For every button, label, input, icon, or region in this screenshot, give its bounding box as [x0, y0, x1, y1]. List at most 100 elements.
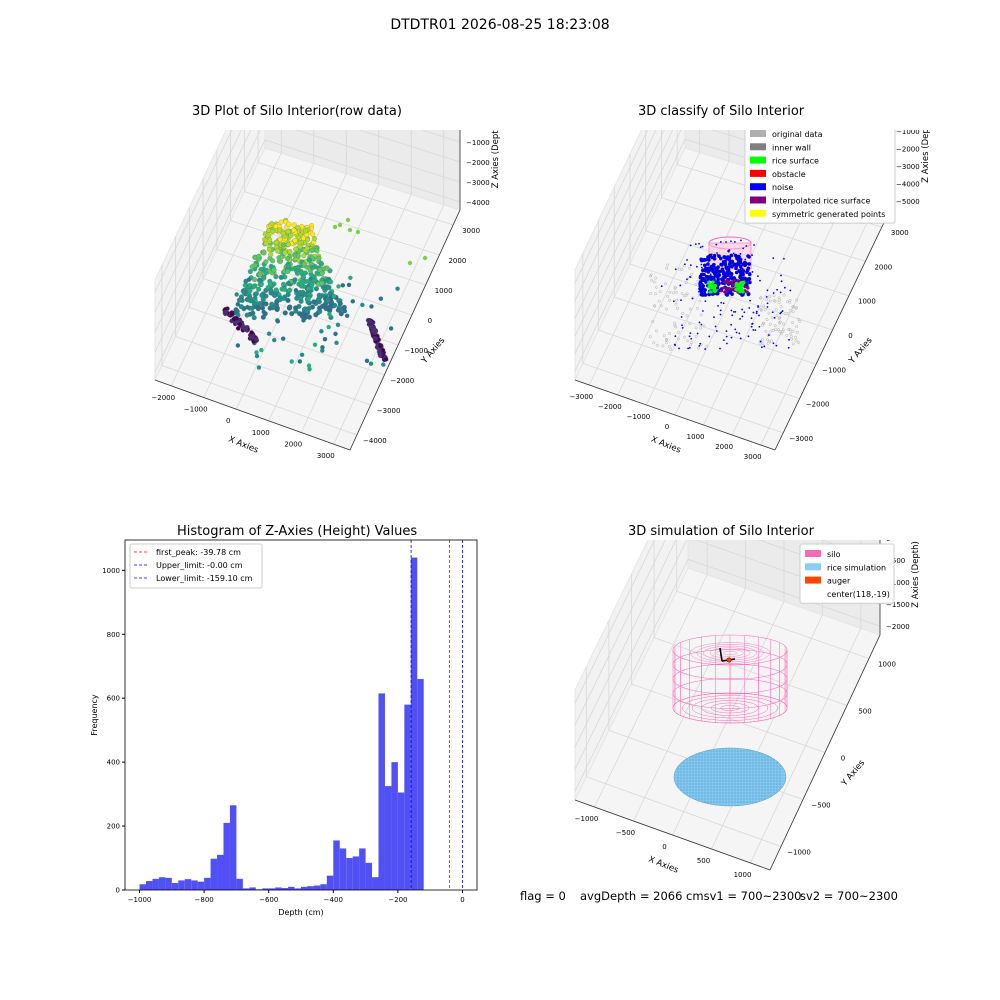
plot1-point: [295, 225, 301, 231]
plot1-point: [378, 296, 384, 301]
plot2-zgrid: [574, 130, 891, 301]
plot1-ytick-label: 1000: [435, 287, 453, 295]
plot2-original-point: [781, 330, 785, 333]
plot1-point: [273, 287, 279, 293]
plot2-noise-point: [735, 331, 738, 334]
plot2-noise-point: [706, 277, 710, 282]
plot1-xtick-label: −2000: [151, 394, 175, 402]
plot1-point: [235, 326, 241, 331]
plot2-original-point: [673, 287, 677, 291]
plot2-noise-point: [660, 285, 663, 288]
plot1-point: [316, 296, 322, 302]
histogram-xtick-label: −600: [259, 896, 278, 904]
plot2-noise-point: [699, 342, 702, 345]
plot2-original-point: [787, 327, 791, 331]
plot1-point: [278, 274, 284, 280]
plot1-point: [333, 331, 338, 337]
plot2-noise-point: [766, 306, 769, 308]
plot2-legend-box: [744, 130, 896, 224]
plot2-original-point: [779, 332, 783, 336]
histogram-xtick-label: −200: [388, 896, 407, 904]
plot2-xtick-label: 1000: [687, 433, 705, 441]
plot2-noise-point: [772, 292, 775, 294]
plot2-original-point: [760, 308, 763, 312]
plot2-noise-point: [759, 279, 761, 282]
plot1-point: [342, 308, 348, 314]
plot2-noise-point: [776, 288, 778, 291]
plot2-interpolated-point: [731, 283, 735, 287]
histogram-xlabel: Depth (cm): [278, 908, 323, 917]
plot2-noise-point: [739, 337, 742, 340]
plot2-noise-point: [715, 243, 718, 246]
plot2-noise-point: [750, 317, 753, 320]
histogram-legend-label: first_peak: -39.78 cm: [156, 548, 241, 557]
plot2-original-point: [788, 300, 792, 304]
plot2-original-point: [694, 326, 698, 330]
plot2-ygrid: [661, 197, 866, 262]
plot1-point: [289, 311, 295, 317]
plot2-original-point: [668, 298, 672, 302]
histogram-bar: [171, 882, 179, 890]
plot2-original-point: [771, 328, 775, 332]
plot2-original-point: [782, 322, 785, 326]
plot4-ygrid: [631, 683, 826, 753]
plot2-original-point: [775, 313, 779, 317]
plot2-noise-point: [700, 266, 703, 269]
plot1-point: [280, 230, 286, 236]
plot1-point: [299, 313, 305, 319]
plot1-point: [322, 337, 328, 342]
plot2-noise-point: [700, 263, 703, 266]
histogram-bar: [229, 805, 237, 890]
plot1-ytick-label: 3000: [462, 227, 480, 235]
plot1-point: [259, 347, 264, 353]
plot1-point: [345, 217, 351, 223]
plot2-original-point: [773, 324, 777, 328]
plot2-original-point: [676, 306, 680, 310]
plot2-legend-label: inner wall: [772, 143, 811, 152]
plot1-point: [237, 322, 243, 327]
plot2-original-point: [777, 321, 781, 325]
plot2-original-point: [662, 334, 666, 338]
plot2-noise-point: [716, 279, 720, 284]
plot2-original-point: [666, 295, 670, 298]
plot2-noise-point: [698, 321, 701, 324]
histogram-bar: [204, 877, 211, 890]
plot4-silo-top-ring: [723, 651, 737, 655]
plot2-legend-swatch: [750, 156, 766, 164]
plot2-noise-point: [759, 340, 762, 343]
plot4-xtick-label: −1000: [575, 815, 599, 823]
plot4-legend-label: center(118,-19): [827, 590, 890, 599]
plot2-noise-point: [707, 258, 711, 262]
plot1-point: [273, 274, 279, 280]
plot2-original-point: [665, 337, 668, 341]
plot4-y-axis: [769, 634, 881, 871]
plot4-silo-floor-ring: [720, 705, 740, 711]
plot2-noise-point: [775, 344, 778, 347]
plot1-xgrid: [333, 204, 445, 445]
plot1-point: [368, 361, 374, 366]
plot1-point: [293, 288, 299, 293]
plot2-original-point: [652, 341, 656, 345]
plot2-legend-label: noise: [772, 183, 793, 192]
plot2-original-point: [686, 339, 689, 343]
plot2-noise-point: [766, 302, 769, 305]
plot2-xtick-label: −2000: [598, 403, 622, 411]
plot2-original-point: [772, 299, 776, 303]
plot4-zgrid: [574, 540, 881, 726]
plot2-noise-point: [721, 272, 726, 276]
plot2-original-point: [772, 294, 776, 298]
plot1-point: [324, 265, 330, 271]
plot1-point: [254, 353, 260, 359]
plot2-noise-point: [747, 262, 752, 266]
plot1-point: [299, 352, 305, 357]
histogram-bar: [158, 877, 166, 890]
plot2-noise-point: [701, 268, 705, 273]
plot1-ygrid: [230, 220, 426, 286]
plot1-point: [249, 330, 254, 335]
plot2-noise-point: [715, 291, 720, 296]
plot2-xlabel: X Axies: [649, 435, 682, 456]
plot2-noise-point: [741, 272, 745, 277]
plot2-noise-point: [725, 330, 728, 333]
plot1-point: [285, 263, 291, 269]
plot4-ygrid: [586, 776, 782, 847]
